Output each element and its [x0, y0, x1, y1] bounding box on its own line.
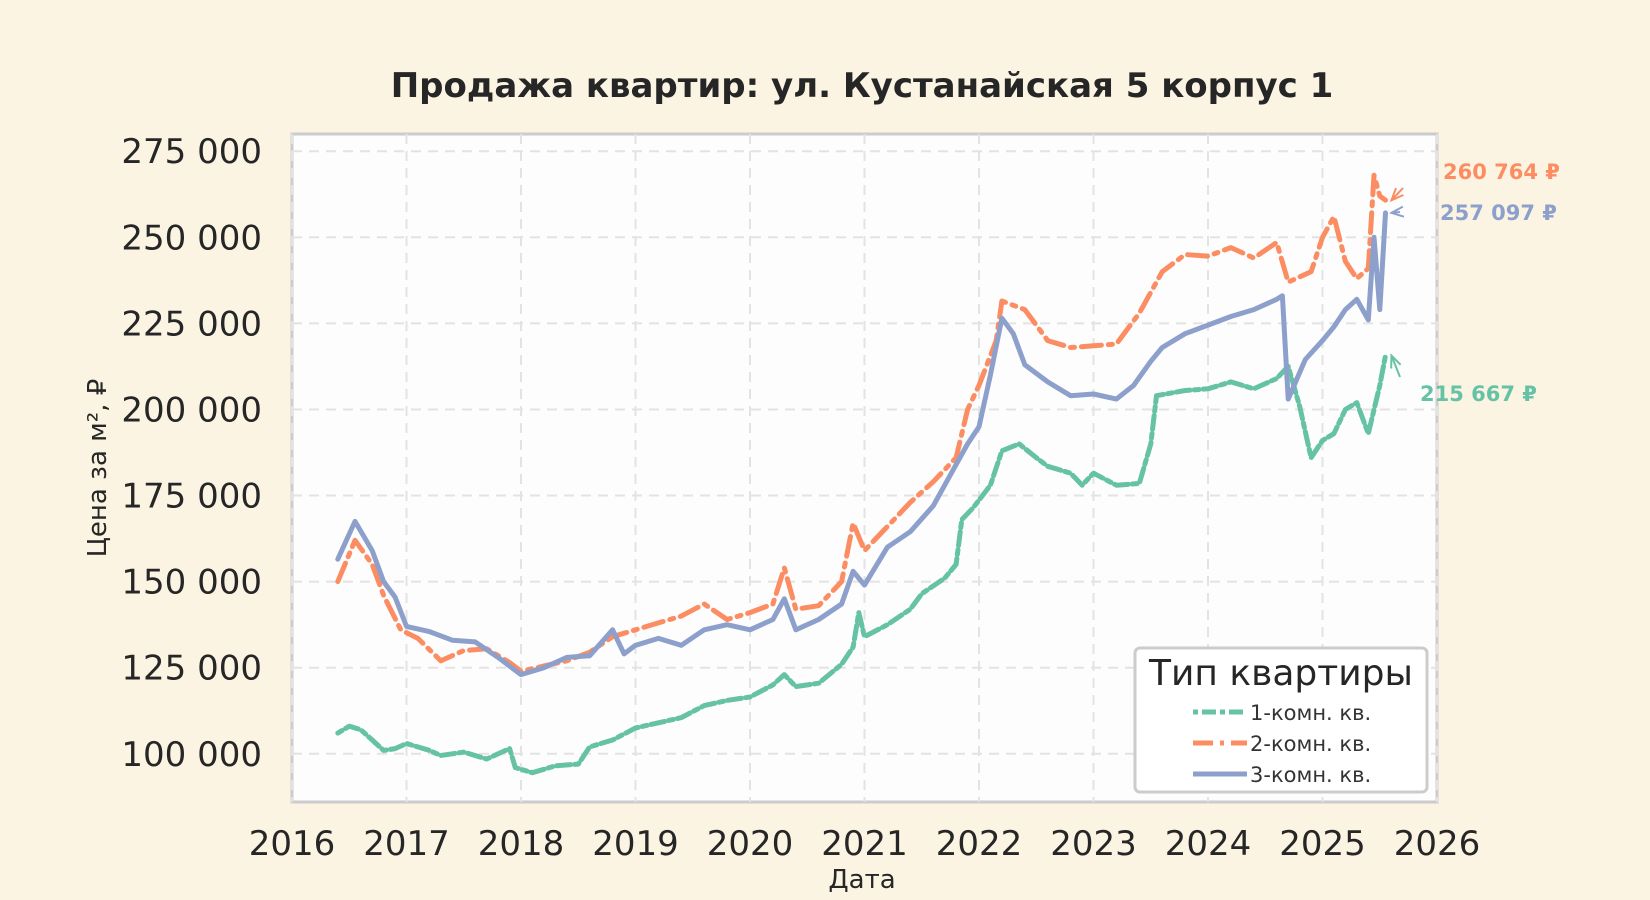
x-axis-ticks: 2016 2017 2018 2019 2020 2021 2022 2023 2024 2025… [249, 824, 1481, 864]
y-tick-label: 175 000 [121, 477, 262, 517]
x-tick-label: 2026 [1394, 824, 1481, 864]
end-arrow-head-1 [1390, 353, 1402, 369]
series-line-1 [335, 353, 1388, 776]
y-tick-label: 125 000 [121, 649, 262, 689]
x-tick-label: 2021 [821, 824, 908, 864]
y-tick-label: 100 000 [121, 735, 262, 775]
end-arrow-2 [1390, 187, 1404, 201]
end-arrow-1 [1390, 355, 1401, 378]
x-tick-label: 2020 [707, 824, 794, 864]
y-tick-label: 250 000 [121, 218, 262, 258]
y-tick-label: 225 000 [121, 304, 262, 344]
series-line-2 [335, 172, 1388, 674]
legend-title: Тип квартиры [1148, 653, 1413, 694]
y-tick-label: 200 000 [121, 390, 262, 430]
x-tick-label: 2024 [1165, 824, 1252, 864]
end-value-label-2: 260 764 ₽ [1443, 160, 1560, 184]
y-axis-title: Цена за м², ₽ [83, 379, 113, 558]
x-axis-title: Дата [828, 865, 895, 895]
x-tick-label: 2023 [1050, 824, 1137, 864]
legend-label-2: 2-комн. кв. [1250, 732, 1371, 756]
end-arrow-head-2 [1389, 187, 1404, 203]
y-tick-label: 150 000 [121, 563, 262, 603]
x-tick-label: 2019 [592, 824, 679, 864]
legend-label-1: 1-комн. кв. [1250, 701, 1371, 725]
grid [291, 134, 1438, 802]
legend-box [1133, 646, 1429, 794]
legend: Тип квартиры 1-комн. кв. 2-комн. кв. 3-комн… [1133, 646, 1429, 794]
x-tick-label: 2018 [478, 824, 565, 864]
chart-title: Продажа квартир: ул. Кустанайская 5 корп… [391, 66, 1334, 106]
end-value-label-1: 215 667 ₽ [1420, 382, 1537, 406]
x-tick-label: 2022 [936, 824, 1023, 864]
y-tick-label: 275 000 [121, 132, 262, 172]
end-value-label-3: 257 097 ₽ [1440, 201, 1557, 225]
legend-label-3: 3-комн. кв. [1250, 763, 1371, 787]
x-tick-label: 2016 [249, 824, 336, 864]
end-annotations: 215 667 ₽ 260 764 ₽ 257 097 ₽ [1388, 160, 1560, 406]
series-lines [335, 172, 1388, 776]
x-tick-label: 2025 [1279, 824, 1366, 864]
end-arrow-head-3 [1388, 205, 1405, 218]
y-axis-ticks: 100 000 125 000 150 000 175 000 200 000 225 0… [121, 132, 262, 775]
x-tick-label: 2017 [363, 824, 450, 864]
series-line-3 [335, 210, 1388, 678]
